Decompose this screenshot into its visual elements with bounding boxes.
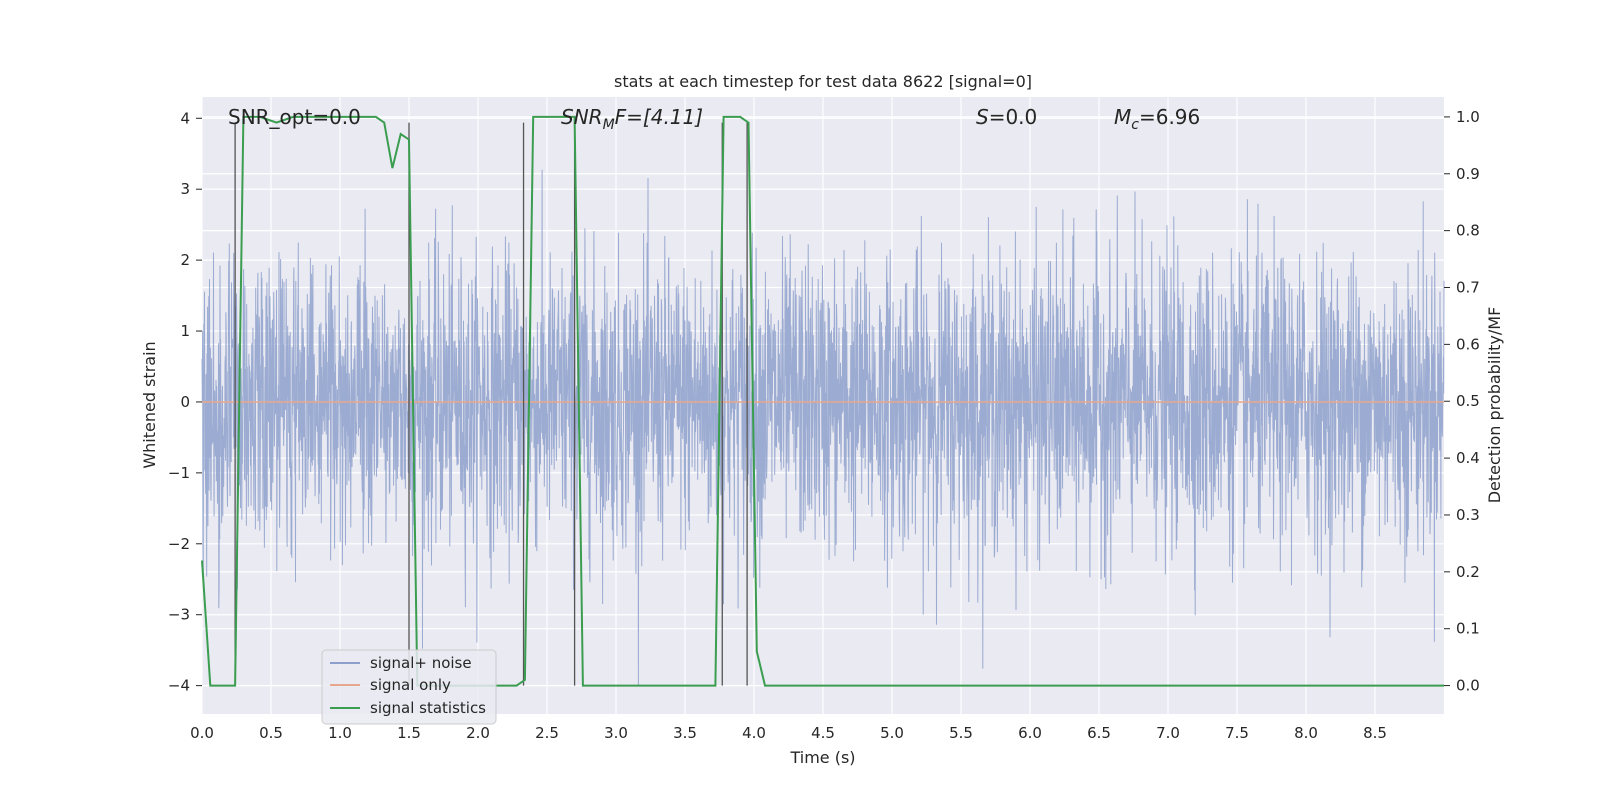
legend-label-signal-statistics: signal statistics: [370, 699, 486, 717]
series-signal-statistics-line: [201, 115, 1444, 687]
x-tick-label-4: 2.0: [466, 724, 490, 742]
y-tick-label-right-5: 0.5: [1456, 392, 1480, 410]
x-tick-label-10: 5.0: [880, 724, 904, 742]
annotation-mc: Mc=6.96: [1114, 105, 1200, 133]
y-axis-label-right: Detection probability/MF: [1485, 307, 1504, 504]
x-tick-label-8: 4.0: [742, 724, 766, 742]
y-tick-label-right-10: 1.0: [1456, 108, 1480, 126]
y-tick-label-left-6: 2: [180, 251, 190, 269]
annotation-snr-mf: SNRMF=[4.11]: [561, 105, 703, 133]
x-tick-label-13: 6.5: [1087, 724, 1111, 742]
y-tick-label-right-3: 0.3: [1456, 506, 1480, 524]
x-tick-label-12: 6.0: [1018, 724, 1042, 742]
x-tick-label-7: 3.5: [673, 724, 697, 742]
x-tick-label-9: 4.5: [811, 724, 835, 742]
y-tick-label-left-8: 4: [180, 109, 190, 127]
x-tick-label-0: 0.0: [190, 724, 214, 742]
x-tick-label-3: 1.5: [397, 724, 421, 742]
annotation-snr-opt: SNR_opt=0.0: [228, 105, 361, 129]
y-tick-label-left-1: −3: [168, 606, 190, 624]
x-tick-label-15: 7.5: [1225, 724, 1249, 742]
axes: 0.0 0.5 1.0 1.5 2.0 2.5 3.0 3.5 4.0 4.5 5.0 5.5 6.0 6…: [168, 108, 1480, 742]
x-tick-label-16: 8.0: [1294, 724, 1318, 742]
y-tick-label-left-5: 1: [180, 322, 190, 340]
x-tick-label-11: 5.5: [949, 724, 973, 742]
y-axis-label-left: Whitened strain: [140, 341, 159, 468]
y-tick-label-right-0: 0.0: [1456, 677, 1480, 695]
y-tick-label-left-3: −1: [168, 464, 190, 482]
y-tick-label-left-2: −2: [168, 535, 190, 553]
series-layer: [201, 115, 1445, 687]
x-tick-label-17: 8.5: [1363, 724, 1387, 742]
legend-label-signal-noise: signal+ noise: [370, 654, 472, 672]
y-tick-label-right-2: 0.2: [1456, 563, 1480, 581]
y-tick-label-right-8: 0.8: [1456, 222, 1480, 240]
x-tick-label-1: 0.5: [259, 724, 283, 742]
y-tick-label-left-0: −4: [168, 677, 190, 695]
y-tick-label-right-6: 0.6: [1456, 335, 1480, 353]
y-tick-label-left-4: 0: [180, 393, 190, 411]
x-tick-label-5: 2.5: [535, 724, 559, 742]
y-tick-label-left-7: 3: [180, 180, 190, 198]
y-tick-label-right-1: 0.1: [1456, 620, 1480, 638]
legend: signal+ noise signal only signal statist…: [321, 649, 497, 725]
y-tick-label-right-9: 0.9: [1456, 165, 1480, 183]
legend-label-signal-only: signal only: [370, 676, 451, 694]
x-tick-label-6: 3.0: [604, 724, 628, 742]
chart-title: stats at each timestep for test data 862…: [614, 72, 1032, 91]
x-axis-label: Time (s): [789, 748, 855, 767]
y-tick-label-right-7: 0.7: [1456, 279, 1480, 297]
x-tick-label-2: 1.0: [328, 724, 352, 742]
y-tick-label-right-4: 0.4: [1456, 449, 1480, 467]
x-tick-label-14: 7.0: [1156, 724, 1180, 742]
annotation-s: S=0.0: [976, 105, 1037, 129]
legend-box: [321, 649, 497, 725]
